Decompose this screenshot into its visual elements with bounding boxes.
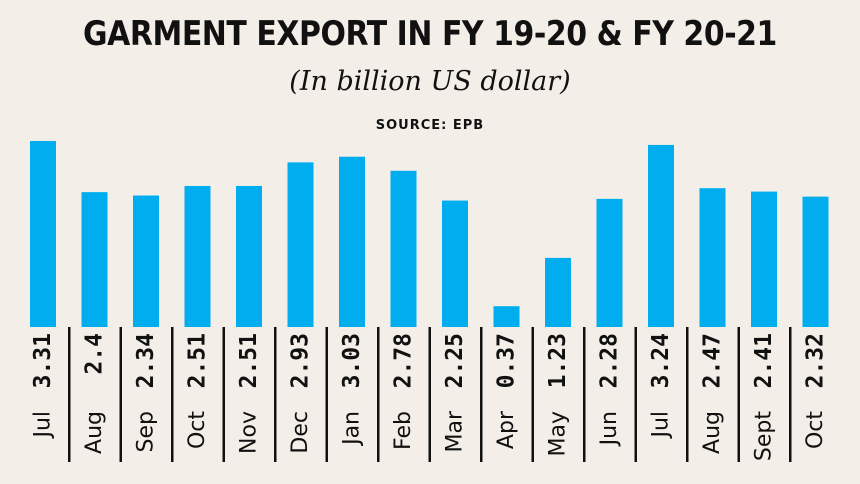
bar-aug-13 <box>699 188 726 327</box>
value-label: 1.23 <box>545 333 571 388</box>
chart-subtitle: (In billion US dollar) <box>289 66 571 97</box>
category-label: Dec <box>288 411 313 454</box>
value-label: 2.34 <box>133 333 159 388</box>
bar-oct-3 <box>184 185 211 327</box>
bar-jun-11 <box>596 198 623 327</box>
bar-may-10 <box>545 257 571 327</box>
value-label: 2.47 <box>700 333 726 388</box>
chart-title: GARMENT EXPORT IN FY 19-20 & FY 20-21 <box>83 14 777 54</box>
bar-jul-0 <box>30 141 56 327</box>
value-label: 3.31 <box>30 333 56 388</box>
value-label: 3.03 <box>339 333 365 388</box>
value-label: 2.28 <box>597 333 623 388</box>
bar-dec-5 <box>287 162 314 327</box>
category-label: Nov <box>237 411 262 454</box>
category-label: Feb <box>391 411 416 450</box>
category-label: Oct <box>803 411 828 449</box>
bar-jan-6 <box>339 156 365 327</box>
value-label: 2.51 <box>185 333 211 388</box>
category-label: Sep <box>134 411 159 452</box>
source-note: SOURCE: EPB <box>375 118 485 133</box>
bar-jul-12 <box>648 144 674 327</box>
category-label: Aug <box>700 411 725 454</box>
value-label: 2.93 <box>288 333 314 388</box>
bar-apr-9 <box>493 306 520 327</box>
category-label: Aug <box>82 411 107 454</box>
value-label: 2.41 <box>751 333 777 388</box>
bar-nov-4 <box>236 185 262 327</box>
value-label: 2.32 <box>803 333 829 388</box>
value-label: 3.24 <box>648 333 674 388</box>
bar-aug-1 <box>81 192 108 327</box>
bar-oct-15 <box>802 196 829 327</box>
bar-sep-2 <box>133 195 159 327</box>
category-label: Oct <box>185 411 210 449</box>
value-label: 2.25 <box>442 333 468 388</box>
bar-feb-7 <box>390 170 417 327</box>
category-label: Mar <box>443 410 468 452</box>
value-label: 2.78 <box>391 333 417 388</box>
category-label: Apr <box>494 410 519 449</box>
value-label: 2.4 <box>82 333 108 375</box>
bar-sept-14 <box>751 191 777 327</box>
category-label: Sept <box>752 411 777 461</box>
value-label: 2.51 <box>236 333 262 388</box>
value-label: 0.37 <box>494 333 520 388</box>
category-label: Jul <box>649 411 674 440</box>
category-label: Jul <box>31 411 56 440</box>
category-label: May <box>546 411 571 456</box>
bar-mar-8 <box>442 200 468 327</box>
category-label: Jan <box>340 411 365 447</box>
category-label: Jun <box>597 411 622 447</box>
